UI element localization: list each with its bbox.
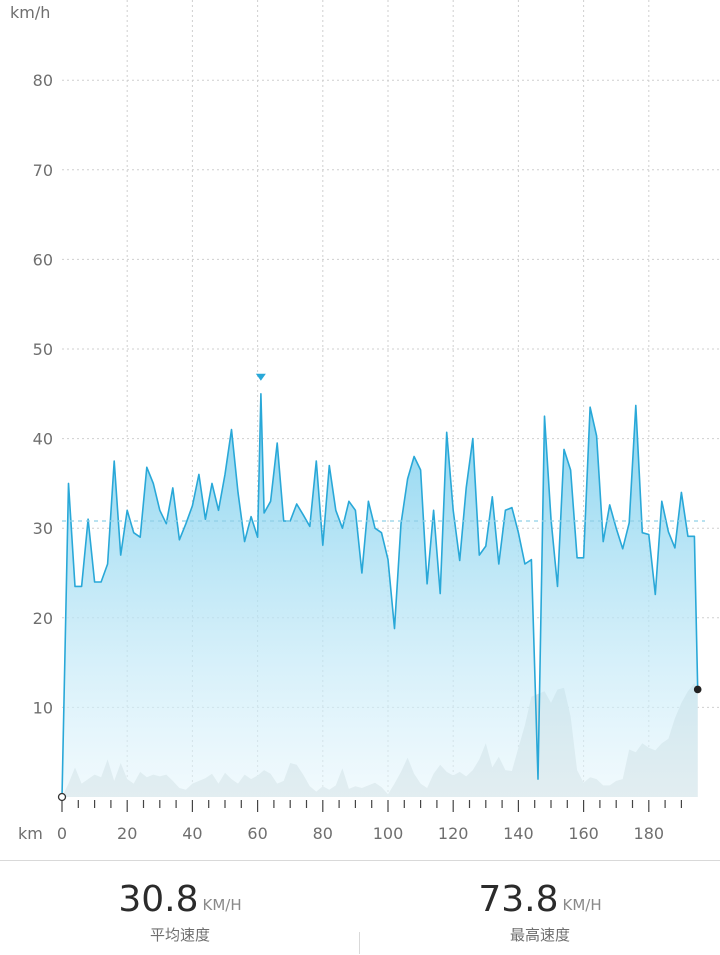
- x-tick-label: 180: [634, 824, 665, 843]
- max-speed-label: 最高速度: [509, 926, 570, 944]
- x-axis: 0 20 40 60 80 100 120 140 160 180: [57, 800, 683, 843]
- average-speed-stat: 30.8 KM/H 平均速度: [0, 870, 360, 945]
- speed-chart: 10 20 30 40 50 60 70 80 km/h km 0 20 40 60 80 100 120…: [10, 0, 720, 843]
- x-tick-label: 120: [438, 824, 469, 843]
- y-tick-label: 40: [33, 430, 53, 449]
- y-tick-label: 60: [33, 250, 53, 269]
- y-tick-label: 80: [33, 71, 53, 90]
- y-tick-label: 30: [33, 519, 53, 538]
- chart-grid: 10 20 30 40 50 60 70 80: [33, 0, 720, 797]
- y-tick-label: 10: [33, 698, 53, 717]
- max-speed-unit: KM/H: [562, 896, 602, 914]
- y-tick-label: 70: [33, 161, 53, 180]
- stats-divider-middle: [359, 932, 360, 954]
- x-tick-label: 40: [182, 824, 202, 843]
- speed-series: [61, 392, 699, 798]
- x-tick-label: 60: [247, 824, 267, 843]
- y-axis-unit: km/h: [10, 3, 50, 22]
- y-tick-label: 50: [33, 340, 53, 359]
- y-tick-label: 20: [33, 609, 53, 628]
- average-speed-value: 30.8: [118, 879, 199, 920]
- speed-area: [62, 393, 698, 797]
- max-speed-marker: [255, 373, 266, 381]
- end-point: [693, 685, 702, 694]
- chart-markers: [57, 373, 702, 802]
- x-tick-label: 140: [503, 824, 534, 843]
- x-tick-label: 80: [313, 824, 333, 843]
- x-tick-label: 160: [568, 824, 599, 843]
- x-tick-label: 100: [373, 824, 404, 843]
- x-tick-label: 0: [57, 824, 67, 843]
- x-axis-unit: km: [18, 824, 43, 843]
- x-tick-label: 20: [117, 824, 137, 843]
- speed-line: [61, 392, 699, 798]
- max-speed-value: 73.8: [478, 879, 559, 920]
- average-speed-label: 平均速度: [149, 926, 210, 944]
- average-speed-unit: KM/H: [202, 896, 242, 914]
- start-point: [57, 792, 67, 802]
- stats-divider-top: [0, 860, 720, 861]
- max-speed-stat: 73.8 KM/H 最高速度: [360, 870, 720, 945]
